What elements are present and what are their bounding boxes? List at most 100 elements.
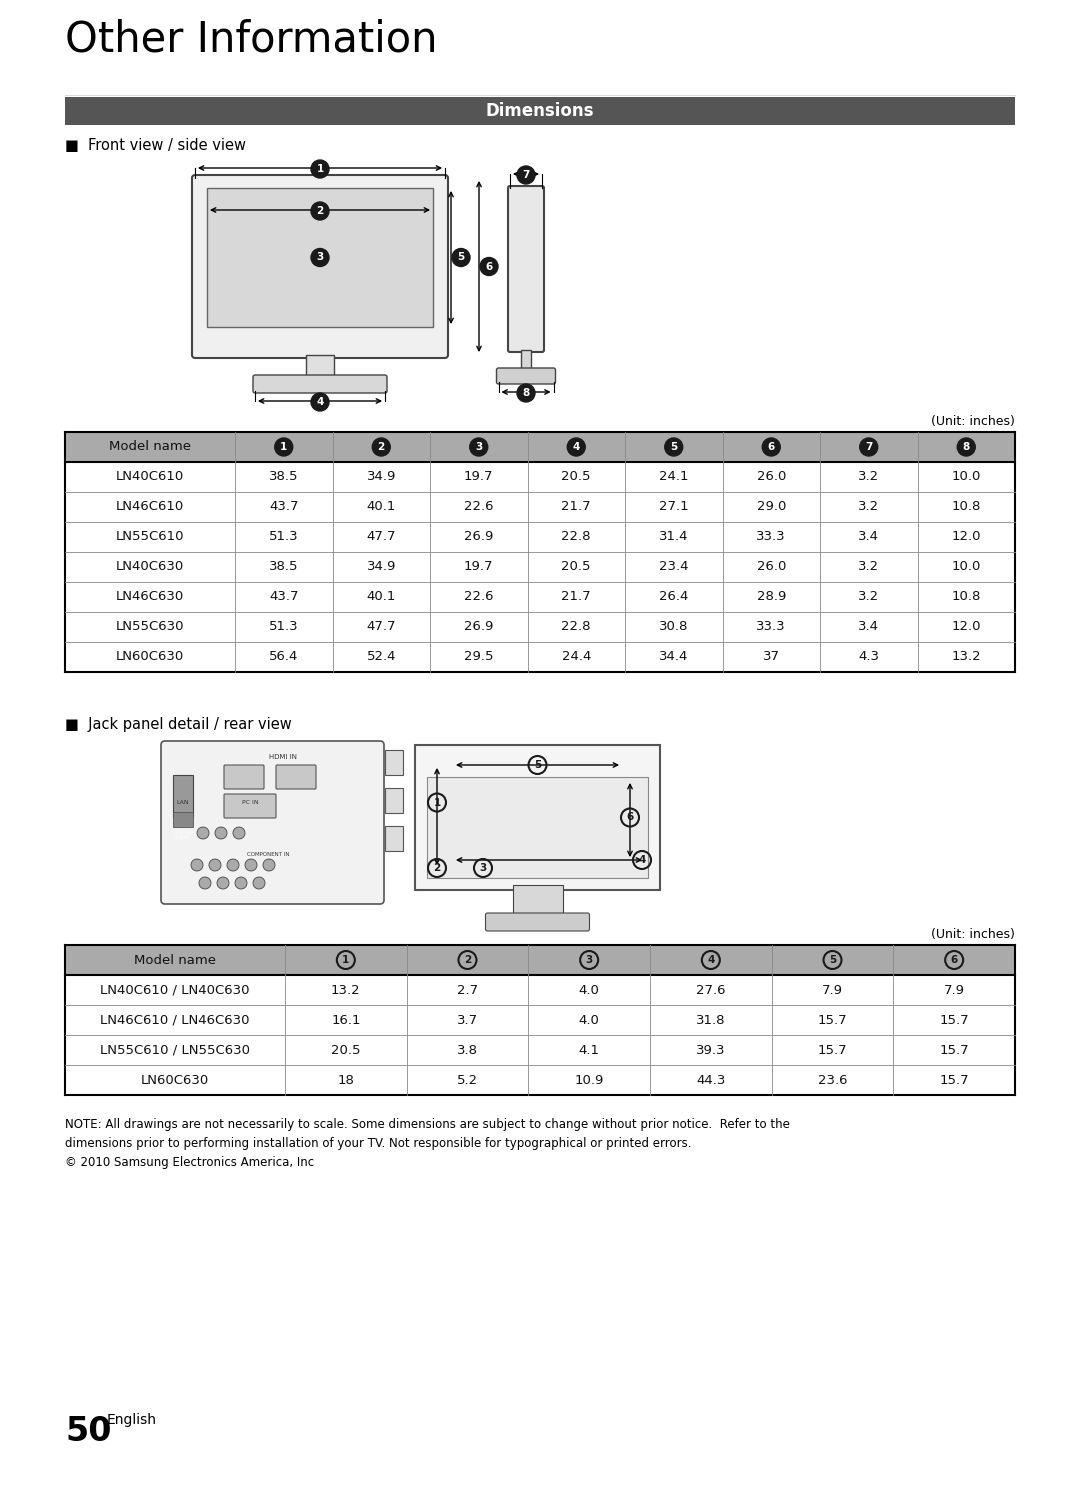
Circle shape — [480, 257, 498, 275]
Text: (Unit: inches): (Unit: inches) — [931, 928, 1015, 941]
Text: 2.7: 2.7 — [457, 983, 478, 996]
Text: 5: 5 — [534, 760, 541, 769]
Text: 23.6: 23.6 — [818, 1074, 847, 1086]
Text: 5: 5 — [828, 955, 836, 965]
Text: 7.9: 7.9 — [944, 983, 964, 996]
Text: 31.8: 31.8 — [697, 1013, 726, 1026]
Text: 10.9: 10.9 — [575, 1074, 604, 1086]
Text: 4.3: 4.3 — [859, 650, 879, 663]
Text: LAN: LAN — [177, 801, 189, 805]
Text: Model name: Model name — [109, 441, 191, 454]
Bar — [65, 583, 1015, 613]
Text: 15.7: 15.7 — [818, 1043, 848, 1056]
Bar — [65, 551, 1015, 583]
Text: 10.0: 10.0 — [951, 471, 981, 484]
Bar — [65, 946, 1015, 976]
Text: LN55C610: LN55C610 — [116, 530, 185, 544]
Text: 21.7: 21.7 — [562, 500, 591, 514]
Circle shape — [253, 877, 265, 889]
Circle shape — [311, 202, 329, 220]
Text: 56.4: 56.4 — [269, 650, 298, 663]
Circle shape — [665, 438, 683, 456]
Text: 1: 1 — [316, 164, 324, 173]
Text: 15.7: 15.7 — [940, 1074, 969, 1086]
Circle shape — [311, 248, 329, 266]
Text: 6: 6 — [485, 261, 492, 272]
Circle shape — [235, 877, 247, 889]
Circle shape — [274, 438, 293, 456]
Circle shape — [210, 859, 221, 871]
Text: 20.5: 20.5 — [332, 1043, 361, 1056]
Circle shape — [567, 438, 585, 456]
Text: 47.7: 47.7 — [366, 530, 396, 544]
Bar — [65, 492, 1015, 521]
Text: LN46C630: LN46C630 — [116, 590, 184, 604]
Text: 4: 4 — [572, 442, 580, 453]
Circle shape — [311, 160, 329, 178]
Circle shape — [197, 828, 210, 840]
Text: 1: 1 — [280, 442, 287, 453]
Text: Dimensions: Dimensions — [486, 102, 594, 120]
Text: 38.5: 38.5 — [269, 471, 298, 484]
Text: 27.1: 27.1 — [659, 500, 689, 514]
Text: LN46C610 / LN46C630: LN46C610 / LN46C630 — [100, 1013, 249, 1026]
Text: 8: 8 — [962, 442, 970, 453]
Text: 7.9: 7.9 — [822, 983, 843, 996]
Text: 4.1: 4.1 — [579, 1043, 599, 1056]
Text: 10.8: 10.8 — [951, 500, 981, 514]
FancyBboxPatch shape — [224, 793, 276, 819]
Text: 4.0: 4.0 — [579, 983, 599, 996]
Text: 3.2: 3.2 — [859, 560, 879, 574]
Circle shape — [311, 393, 329, 411]
Text: LN55C630: LN55C630 — [116, 620, 185, 633]
FancyBboxPatch shape — [161, 741, 384, 904]
Circle shape — [199, 877, 211, 889]
Text: Model name: Model name — [134, 953, 216, 967]
Text: 34.9: 34.9 — [366, 560, 396, 574]
Text: (Unit: inches): (Unit: inches) — [931, 415, 1015, 427]
Text: 33.3: 33.3 — [756, 620, 786, 633]
Circle shape — [762, 438, 780, 456]
Text: 22.6: 22.6 — [464, 500, 494, 514]
Text: 7: 7 — [865, 442, 873, 453]
Text: 29.5: 29.5 — [464, 650, 494, 663]
Text: 27.6: 27.6 — [697, 983, 726, 996]
Text: 8: 8 — [523, 388, 529, 397]
Text: 3.8: 3.8 — [457, 1043, 478, 1056]
Text: HDMI IN: HDMI IN — [269, 754, 297, 760]
Text: 52.4: 52.4 — [366, 650, 396, 663]
Text: 28.9: 28.9 — [757, 590, 786, 604]
Bar — [207, 188, 433, 327]
Text: 38.5: 38.5 — [269, 560, 298, 574]
Text: LN40C610 / LN40C630: LN40C610 / LN40C630 — [100, 983, 249, 996]
Circle shape — [453, 248, 470, 266]
Circle shape — [191, 859, 203, 871]
Text: 3.2: 3.2 — [859, 500, 879, 514]
Text: 4.0: 4.0 — [579, 1013, 599, 1026]
Text: 22.6: 22.6 — [464, 590, 494, 604]
FancyBboxPatch shape — [224, 765, 264, 789]
Text: 29.0: 29.0 — [757, 500, 786, 514]
Bar — [306, 356, 334, 376]
Text: 1: 1 — [342, 955, 350, 965]
Bar — [427, 777, 648, 878]
Circle shape — [227, 859, 239, 871]
Text: 3: 3 — [475, 442, 483, 453]
Bar — [65, 976, 1015, 1005]
Text: ■  Jack panel detail / rear view: ■ Jack panel detail / rear view — [65, 717, 292, 732]
Text: 43.7: 43.7 — [269, 590, 298, 604]
Text: LN40C630: LN40C630 — [116, 560, 184, 574]
Text: 20.5: 20.5 — [562, 560, 591, 574]
FancyBboxPatch shape — [276, 765, 316, 789]
Text: 3.4: 3.4 — [859, 620, 879, 633]
Bar — [65, 1005, 1015, 1035]
Circle shape — [215, 828, 227, 840]
Circle shape — [860, 438, 878, 456]
Text: Other Information: Other Information — [65, 18, 437, 60]
Text: 34.9: 34.9 — [366, 471, 396, 484]
Text: 33.3: 33.3 — [756, 530, 786, 544]
Text: COMPONENT IN: COMPONENT IN — [247, 853, 289, 858]
Text: 26.4: 26.4 — [659, 590, 688, 604]
Text: LN55C610 / LN55C630: LN55C610 / LN55C630 — [100, 1043, 249, 1056]
Text: 23.4: 23.4 — [659, 560, 689, 574]
